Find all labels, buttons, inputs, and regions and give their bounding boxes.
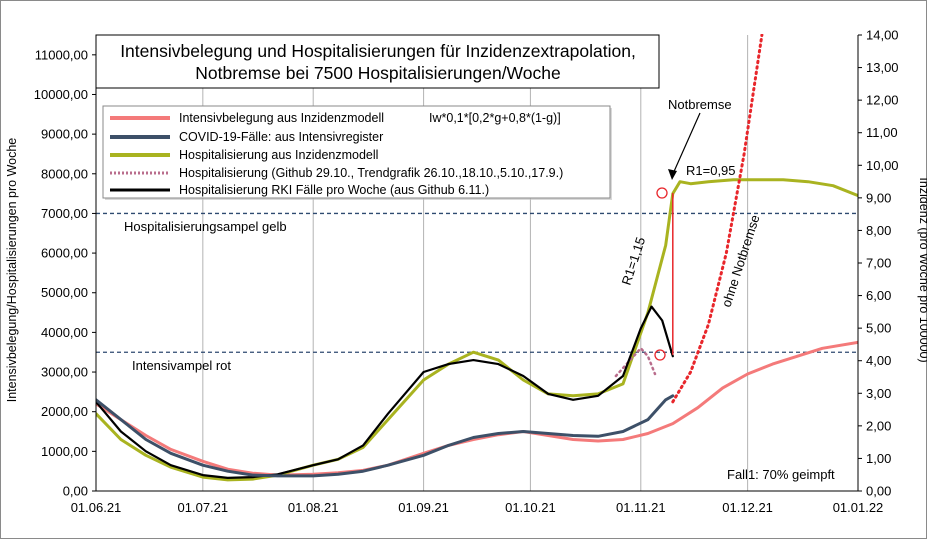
- chart-title-line-2: Notbremse bei 7500 Hospitalisierungen/Wo…: [195, 63, 560, 83]
- y-right-tick-label-3: 3,00: [866, 386, 891, 401]
- legend: Intensivbelegung aus Inzidenzmodell Iw*0…: [102, 105, 612, 200]
- x-tick-label-6: 01.12.21: [722, 500, 773, 515]
- x-tick-label-7: 01.01.22: [833, 500, 884, 515]
- y-left-tick-label-0: 0,00: [63, 484, 88, 499]
- y-left-tick-label-11: 11000,00: [35, 47, 88, 62]
- y-right-tick-label-11: 11,00: [866, 125, 898, 140]
- y-left-tick-label-5: 5000,00: [41, 285, 88, 300]
- notbremse-marker-top: [656, 187, 668, 199]
- y-right-tick-label-8: 8,00: [866, 223, 891, 238]
- series-line-5: [671, 34, 764, 404]
- y-right-tick-label-7: 7,00: [866, 256, 891, 271]
- legend-label-3: Hospitalisierung aus Inzidenzmodell: [179, 148, 378, 162]
- y-right-tick-label-6: 6,00: [866, 288, 891, 303]
- chart-title-line-1: Intensivbelegung und Hospitalisierungen …: [120, 41, 636, 61]
- series-line-1: [96, 178, 858, 482]
- x-tick-label-0: 01.06.21: [71, 500, 122, 515]
- x-tick-label-4: 01.10.21: [505, 500, 556, 515]
- y-right-tick-label-4: 4,00: [866, 353, 891, 368]
- y-right-tick-label-9: 9,00: [866, 190, 891, 205]
- series-line-4: [96, 394, 675, 478]
- notbremse-marker-bottom: [654, 349, 666, 361]
- left-axis-title: Intensivbelegung/Hospitalisierungen pro …: [5, 138, 19, 403]
- title-box: Intensivbelegung und Hospitalisierungen …: [95, 34, 660, 89]
- annotation-notbremse: Notbremse: [668, 97, 732, 112]
- series-line-0: [96, 340, 858, 477]
- y-right-tick-label-13: 13,00: [866, 60, 899, 75]
- annotation-r1-095: R1=0,95: [686, 163, 736, 178]
- y-left-tick-label-4: 4000,00: [41, 325, 88, 340]
- x-tick-label-2: 01.08.21: [288, 500, 339, 515]
- y-left-tick-label-3: 3000,00: [41, 365, 88, 380]
- right-axis-title: Inzidenz (pro Woche pro 100000): [917, 177, 927, 362]
- legend-label-5: Hospitalisierung RKI Fälle pro Woche (au…: [179, 183, 489, 197]
- legend-label-2: COVID-19-Fälle: aus Intensivregister: [179, 130, 383, 144]
- legend-label-4: Hospitalisierung (Github 29.10., Trendgr…: [179, 166, 563, 180]
- y-left-tick-label-6: 6000,00: [41, 246, 88, 261]
- series-line-2: [614, 347, 657, 378]
- y-left-tick-label-9: 9000,00: [41, 127, 88, 142]
- y-left-tick-label-7: 7000,00: [41, 206, 88, 221]
- annotation-notbremse-arrowhead: [668, 169, 677, 180]
- annotation-notbremse-arrow: [671, 112, 701, 177]
- y-right-tick-label-5: 5,00: [866, 321, 891, 336]
- y-right-tick-label-10: 10,00: [866, 158, 899, 173]
- x-tick-label-5: 01.11.21: [616, 500, 666, 515]
- y-left-tick-label-10: 10000,00: [34, 87, 88, 102]
- series-layer: [96, 34, 858, 482]
- axes: [92, 34, 862, 492]
- legend-label-1: Intensivbelegung aus Inzidenzmodell: [179, 111, 384, 125]
- annotation-r1-115: R1=1,15: [619, 235, 649, 287]
- y-left-tick-label-8: 8000,00: [41, 166, 88, 181]
- legend-formula: Iw*0,1*[0,2*g+0,8*(1-g)]: [429, 111, 561, 125]
- y-right-tick-label-12: 12,00: [866, 93, 899, 108]
- x-tick-label-3: 01.09.21: [398, 500, 449, 515]
- y-right-tick-label-0: 0,00: [866, 484, 891, 499]
- y-right-tick-label-14: 14,00: [866, 28, 899, 43]
- series-line-3: [96, 305, 674, 479]
- y-left-tick-label-2: 2000,00: [41, 404, 88, 419]
- threshold-label-rot: Intensivampel rot: [132, 358, 231, 373]
- y-right-tick-label-2: 2,00: [866, 418, 891, 433]
- y-right-tick-label-1: 1,00: [866, 451, 891, 466]
- annotation-fall: Fall1: 70% geimpft: [727, 467, 835, 482]
- threshold-label-gelb: Hospitalisierungsampel gelb: [124, 219, 287, 234]
- y-left-tick-label-1: 1000,00: [41, 444, 88, 459]
- x-tick-label-1: 01.07.21: [178, 500, 229, 515]
- tick-labels: 01.06.21 01.07.21 01.08.21 01.09.21 01.10.21…: [34, 28, 899, 516]
